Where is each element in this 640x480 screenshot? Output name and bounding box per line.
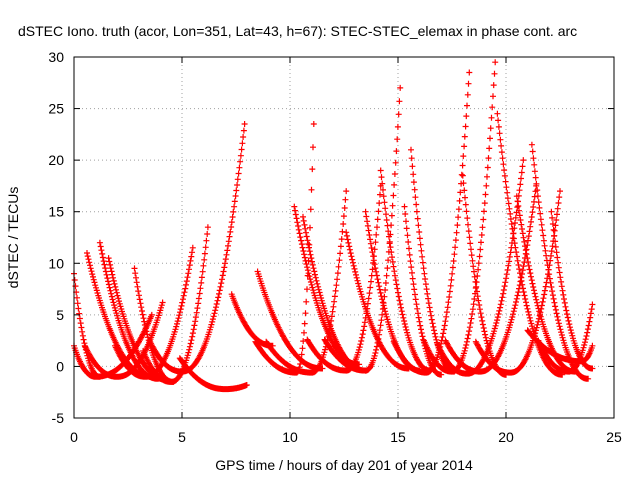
satellite-arc bbox=[146, 121, 248, 375]
x-axis-label: GPS time / hours of day 201 of year 2014 bbox=[215, 457, 473, 473]
x-tick-label: 10 bbox=[282, 429, 298, 445]
satellite-arc bbox=[228, 291, 276, 349]
y-tick-label: 5 bbox=[56, 307, 64, 323]
x-tick-label: 20 bbox=[498, 429, 514, 445]
satellite-arc bbox=[140, 224, 211, 385]
satellite-arc bbox=[176, 355, 250, 393]
y-tick-label: 10 bbox=[48, 255, 64, 271]
y-axis-label: dSTEC / TECUs bbox=[5, 187, 21, 289]
satellite-arc bbox=[343, 229, 412, 372]
y-tick-label: -5 bbox=[52, 410, 65, 426]
plot-frame bbox=[73, 56, 615, 419]
satellite-arc bbox=[377, 167, 434, 374]
satellite-arc bbox=[442, 182, 540, 375]
y-tick-label: 30 bbox=[48, 49, 64, 65]
x-tick-label: 15 bbox=[390, 429, 406, 445]
x-tick-label: 0 bbox=[70, 429, 78, 445]
y-tick-label: 0 bbox=[56, 358, 64, 374]
satellite-arc bbox=[408, 146, 458, 375]
satellite-arc bbox=[390, 69, 473, 376]
satellite-arc bbox=[524, 327, 596, 365]
x-tick-label: 25 bbox=[606, 429, 622, 445]
satellite-arc bbox=[548, 208, 596, 372]
y-tick-label: 20 bbox=[48, 152, 64, 168]
data-points bbox=[71, 59, 596, 393]
satellite-arc bbox=[494, 110, 566, 378]
satellite-arc bbox=[304, 182, 384, 374]
satellite-arc bbox=[401, 203, 445, 378]
axis-ticks: 0 5 10 15 20 25 -5 0 5 10 15 20 25 30 bbox=[48, 49, 622, 445]
chart-title: dSTEC Iono. truth (acor, Lon=351, Lat=43… bbox=[18, 23, 577, 39]
y-tick-label: 15 bbox=[48, 204, 64, 220]
y-tick-label: 25 bbox=[48, 101, 64, 117]
x-tick-label: 5 bbox=[178, 429, 186, 445]
